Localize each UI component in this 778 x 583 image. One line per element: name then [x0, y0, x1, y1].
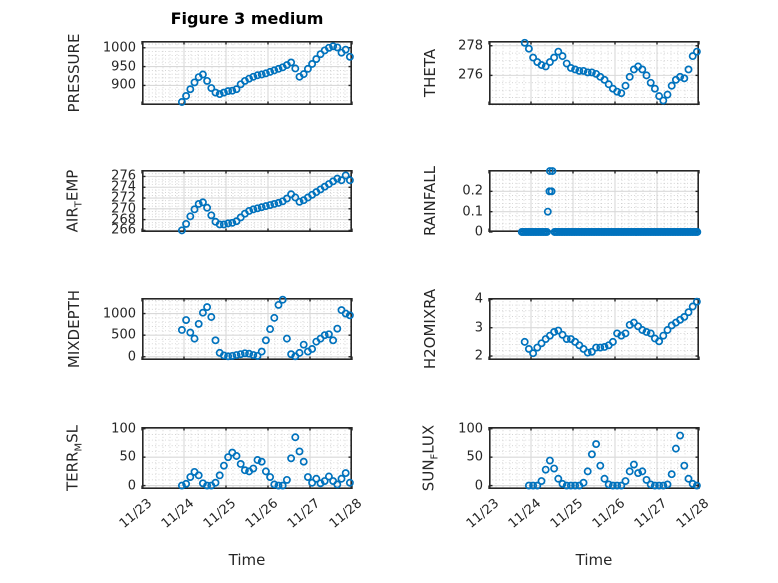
subplot-sun-flux-ylabel: SUNFLUX — [419, 424, 441, 492]
x-tick-label: 11/25 — [200, 496, 239, 532]
subplot-theta-plot — [488, 38, 701, 106]
y-tick-label: 4 — [474, 291, 483, 307]
subplot-terr-msl-ylabel: TERRMSL — [63, 424, 85, 492]
y-tick-label: 0.1 — [462, 204, 483, 220]
x-tick-label: 11/26 — [589, 496, 628, 532]
y-tick-label: 2 — [474, 348, 483, 364]
y-tick-label: 272 — [111, 190, 136, 206]
x-tick-label: 11/25 — [547, 496, 586, 532]
subplot-pressure-ylabel: PRESSURE — [65, 33, 83, 113]
y-tick-label: 276 — [458, 67, 483, 83]
x-tick-label: 11/28 — [326, 496, 365, 532]
subplot-air-temp-ylabel: AIRTEMP — [63, 169, 85, 233]
x-axis-label-left: Time — [228, 551, 266, 569]
y-tick-label: 50 — [466, 449, 483, 465]
y-tick-label: 0 — [474, 478, 483, 494]
y-tick-label: 1000 — [102, 40, 136, 56]
y-tick-label: 50 — [119, 449, 136, 465]
y-tick-label: 278 — [458, 38, 483, 54]
subplot-theta-ylabel: THETA — [421, 48, 439, 98]
y-tick-label: 950 — [111, 59, 136, 75]
x-tick-label: 11/24 — [158, 496, 197, 532]
x-tick-label: 11/23 — [463, 496, 502, 532]
y-tick-label: 266 — [111, 222, 136, 238]
y-tick-label: 100 — [111, 421, 136, 437]
x-tick-label: 11/23 — [116, 496, 155, 532]
y-tick-label: 500 — [111, 327, 136, 343]
y-tick-label: 0.2 — [462, 183, 483, 199]
subplot-mixdepth-ylabel: MIXDEPTH — [65, 289, 83, 369]
x-tick-label: 11/27 — [631, 496, 670, 532]
x-tick-label: 11/26 — [242, 496, 281, 532]
x-tick-label: 11/24 — [505, 496, 544, 532]
y-tick-label: 274 — [111, 179, 136, 195]
y-tick-label: 100 — [458, 421, 483, 437]
x-axis-label-right: Time — [575, 551, 613, 569]
y-tick-label: 270 — [111, 201, 136, 217]
y-tick-label: 0 — [127, 478, 136, 494]
y-tick-label: 268 — [111, 212, 136, 228]
y-tick-label: 900 — [111, 77, 136, 93]
x-tick-label: 11/27 — [284, 496, 323, 532]
y-tick-label: 0 — [474, 224, 483, 240]
subplot-air-temp-plot — [141, 170, 354, 235]
x-tick-label: 11/28 — [673, 496, 712, 532]
y-tick-label: 276 — [111, 168, 136, 184]
y-tick-label: 3 — [474, 320, 483, 336]
subplot-rainfall-ylabel: RAINFALL — [421, 166, 439, 236]
subplot-h2omixra-ylabel: H2OMIXRA — [421, 288, 439, 370]
y-tick-label: 0 — [127, 349, 136, 365]
subplot-rainfall-plot — [488, 167, 702, 236]
subplot-h2omixra-plot — [488, 297, 701, 361]
subplot-pressure-plot — [141, 41, 354, 106]
figure-title: Figure 3 medium — [170, 9, 324, 28]
y-tick-label: 1000 — [102, 306, 136, 322]
subplot-sun-flux-plot — [488, 427, 701, 490]
subplot-mixdepth-plot — [141, 295, 354, 361]
subplot-terr-msl-plot — [141, 427, 354, 490]
